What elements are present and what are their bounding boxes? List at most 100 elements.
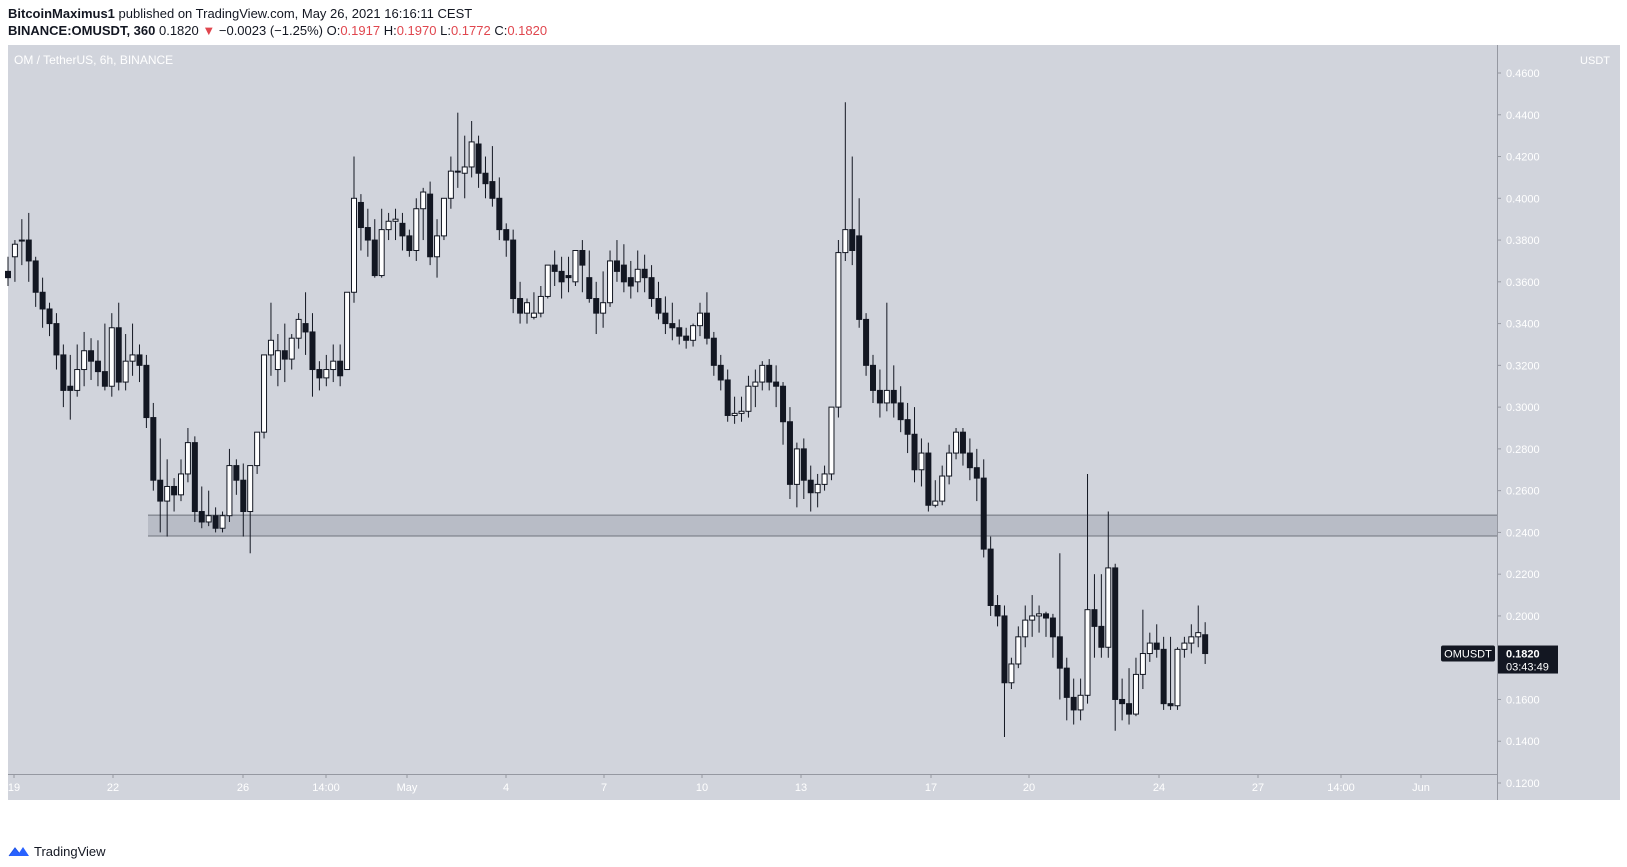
candle-body-down (399, 222, 406, 237)
time-tick-label: 24 (1153, 782, 1165, 794)
candle (254, 431, 261, 474)
candle (240, 463, 247, 537)
candle (440, 197, 447, 241)
candle (1174, 647, 1181, 710)
candle (143, 354, 150, 428)
candle (648, 265, 655, 307)
candle-body-up (731, 412, 738, 416)
candle (620, 244, 627, 293)
candle (510, 229, 517, 314)
candle (544, 264, 551, 299)
candle-body-up (572, 250, 579, 283)
candle-body-up (468, 141, 475, 168)
candle-body-up (18, 239, 25, 242)
price-tick-label: 0.2400 (1506, 527, 1540, 539)
high-value: 0.1970 (396, 23, 437, 38)
candle (302, 292, 309, 355)
candle (607, 250, 614, 307)
candle (1015, 626, 1022, 669)
candle (600, 271, 607, 328)
candle (371, 219, 378, 278)
price-tick-label: 0.1400 (1506, 736, 1540, 748)
time-tick-label: Jun (1412, 782, 1430, 794)
candle-body-up (385, 220, 392, 231)
low-label: L: (440, 23, 451, 38)
candle (1132, 657, 1139, 717)
tradingview-brand[interactable]: TradingView (34, 843, 106, 859)
candle (475, 135, 482, 188)
candle-body-down (406, 235, 413, 252)
candle-body-down (157, 479, 164, 502)
candle (572, 250, 579, 286)
symbol-label[interactable]: BINANCE:OMUSDT, 360 (8, 23, 156, 38)
candle (164, 459, 171, 537)
candle-body-up (1146, 642, 1153, 655)
candle-body-down (475, 143, 482, 174)
candle (212, 507, 219, 533)
candle (25, 212, 32, 282)
candle-body-down (281, 350, 288, 360)
candle-body-up (164, 485, 171, 502)
candle-body-up (1036, 613, 1043, 617)
last-price: 0.1820 (158, 23, 199, 38)
candle (171, 478, 178, 512)
candle-body-up (745, 385, 752, 412)
candle-body-down (994, 605, 1001, 617)
candle (1029, 595, 1036, 637)
close-value: 0.1820 (507, 23, 548, 38)
candle (1022, 605, 1029, 648)
candle-body-down (807, 479, 814, 494)
candle (1049, 613, 1056, 658)
close-label: C: (494, 23, 508, 38)
candle-body-up (1181, 642, 1188, 650)
candle-body-up (918, 452, 925, 471)
candle (641, 254, 648, 293)
candle-body-up (178, 473, 184, 496)
candle (330, 344, 337, 383)
time-tick-label: 26 (237, 782, 249, 794)
candle-body-down (1070, 696, 1077, 711)
candle-body-down (60, 354, 67, 391)
price-tick-label: 0.4200 (1506, 152, 1540, 164)
candle-body-up (267, 339, 274, 356)
low-value: 0.1772 (450, 23, 491, 38)
time-axis[interactable] (8, 775, 1497, 800)
price-tag-countdown: 03:43:49 (1506, 662, 1549, 674)
candle-body-up (690, 325, 697, 341)
candle-body-down (890, 389, 897, 404)
candle (849, 156, 856, 266)
candle-body-up (122, 360, 129, 383)
candle (1043, 611, 1049, 637)
candle (793, 442, 800, 508)
price-axis[interactable] (1498, 45, 1620, 800)
candle-body-down (5, 270, 11, 279)
candle (309, 313, 316, 397)
candle-body-up (544, 264, 551, 297)
candle (759, 361, 766, 391)
candle-body-down (101, 371, 108, 387)
candle-body-up (378, 229, 385, 277)
candle (11, 240, 18, 282)
candle-body-down (1153, 642, 1160, 650)
candle-body-up (295, 318, 302, 339)
candle-body-up (330, 360, 337, 371)
candle-body-up (607, 260, 614, 304)
author-name[interactable]: BitcoinMaximus1 (8, 6, 115, 21)
candle-body-up (454, 170, 461, 173)
candle-body-down (959, 431, 966, 454)
candle-body-up (1188, 636, 1195, 644)
candle (745, 375, 752, 418)
candle (634, 250, 641, 293)
candle-body-up (440, 197, 447, 237)
candle (136, 344, 143, 383)
candle-body-up (74, 369, 81, 391)
candle (918, 438, 925, 487)
plot-area[interactable] (8, 45, 1497, 774)
candle-body-down (143, 364, 150, 419)
price-tick-label: 0.3600 (1506, 277, 1540, 289)
candle-body-up (288, 337, 295, 360)
down-arrow-icon: ▼ (202, 23, 216, 38)
candle-body-down (856, 235, 863, 320)
candle-body-down (863, 318, 870, 366)
